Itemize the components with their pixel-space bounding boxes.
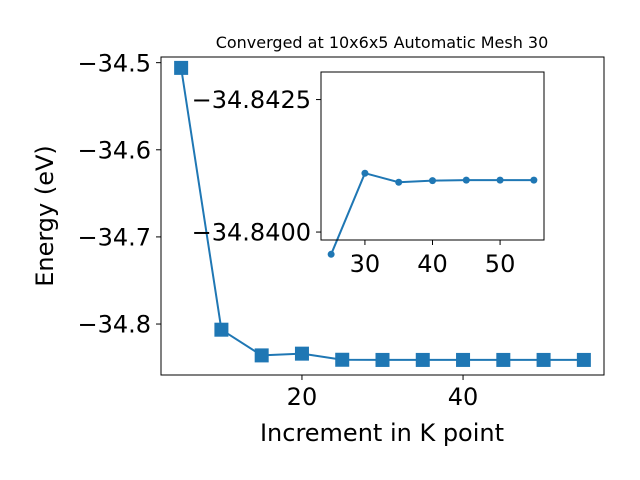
inset-data-point: [530, 176, 538, 184]
inset-data-point: [395, 178, 403, 186]
inset-y-tick-label: −34.8400: [192, 219, 311, 247]
inset-data-point: [327, 250, 335, 258]
main-data-point: [375, 352, 390, 367]
main-data-point: [174, 60, 189, 75]
main-series: [174, 60, 591, 367]
inset-series: [327, 169, 538, 258]
inset-background: [321, 72, 544, 240]
main-data-point: [335, 352, 350, 367]
main-data-point: [415, 352, 430, 367]
main-plot-area: 20 40 −34.8−34.7−34.6−34.5: [77, 49, 605, 411]
y-axis-label: Energy (eV): [31, 145, 59, 287]
main-axes-frame: [160, 56, 605, 376]
main-data-point: [456, 352, 471, 367]
inset-x-tick-label: 30: [350, 250, 381, 278]
main-x-ticks: 20 40: [287, 375, 479, 411]
main-y-tick-label: −34.6: [77, 136, 151, 164]
main-data-point: [576, 352, 591, 367]
inset-plot-area: 30 40 50 −34.8400 −34.8425: [192, 71, 545, 278]
inset-x-tick-label: 50: [485, 250, 516, 278]
inset-y-tick-label: −34.8425: [192, 86, 311, 114]
main-y-tick-label: −34.7: [77, 224, 151, 252]
main-data-point: [254, 348, 269, 363]
inset-data-point: [462, 176, 470, 184]
inset-data-point: [429, 177, 436, 185]
main-y-ticks: −34.8 −34.7 −34.6 −34.5: [77, 49, 161, 339]
main-data-point: [496, 352, 511, 367]
x-axis-label: Increment in K point: [260, 419, 504, 447]
inset-data-point: [496, 176, 504, 184]
main-data-point: [294, 346, 309, 361]
inset-x-ticks: 30 40 50: [350, 240, 516, 278]
chart-title: Converged at 10x6x5 Automatic Mesh 30: [216, 33, 549, 52]
main-x-tick-label: 40: [448, 383, 479, 411]
inset-x-tick-label: 40: [417, 250, 448, 278]
main-y-tick-label: −34.5: [77, 49, 151, 77]
main-data-point: [214, 322, 229, 337]
main-data-point: [536, 352, 551, 367]
main-y-tick-label: −34.8: [77, 311, 151, 339]
inset-data-point: [361, 169, 369, 177]
inset-y-ticks: −34.8400 −34.8425: [192, 86, 321, 247]
inset-axes-frame: [320, 71, 545, 241]
main-x-tick-label: 20: [287, 383, 318, 411]
